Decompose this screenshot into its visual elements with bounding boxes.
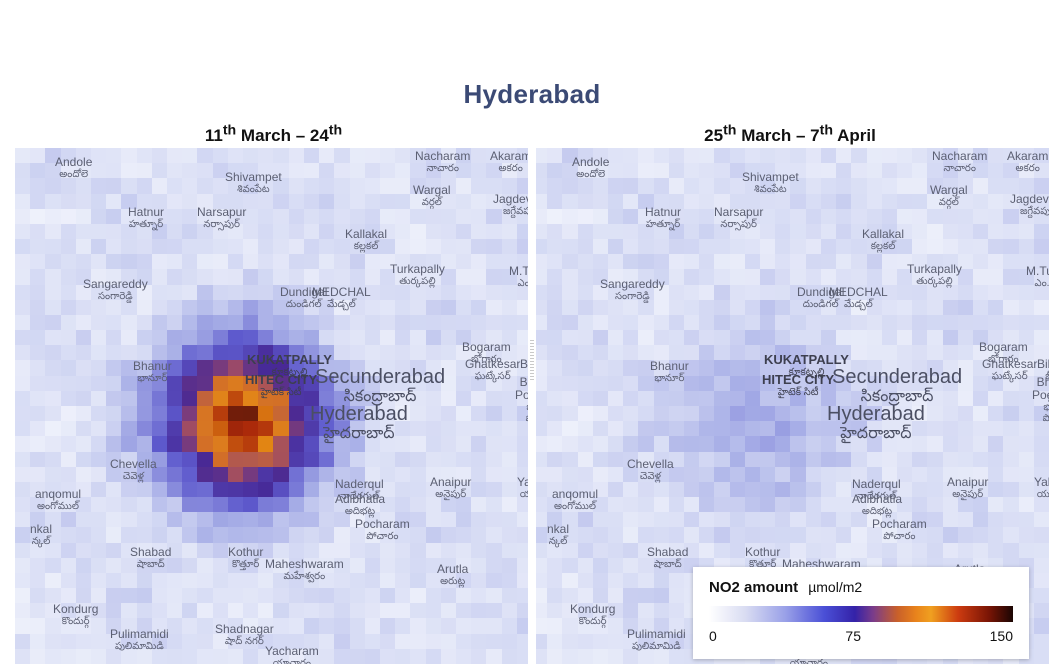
legend-min-label: 0 bbox=[709, 628, 717, 644]
legend-max-label: 150 bbox=[990, 628, 1013, 644]
legend-gradient-bar bbox=[709, 606, 1013, 622]
panel-divider-handle[interactable] bbox=[530, 340, 534, 380]
panel-divider bbox=[528, 148, 536, 664]
legend-title: NO2 amount bbox=[709, 579, 798, 596]
heatmap-grid bbox=[15, 148, 532, 664]
heatmap-panel-early[interactable]: Andole అందోలె Shivampet శివంపేట Nacharam నాచా… bbox=[15, 148, 532, 664]
panel-date-right: 25th March – 7th April bbox=[530, 122, 1050, 146]
page-title: Hyderabad bbox=[0, 79, 1064, 110]
no2-legend: NO2 amount µmol/m2 0 75 150 bbox=[693, 567, 1029, 659]
legend-mid-label: 75 bbox=[845, 628, 861, 644]
panel-date-left: 11th March – 24th bbox=[15, 122, 532, 146]
legend-unit: µmol/m2 bbox=[808, 579, 862, 595]
